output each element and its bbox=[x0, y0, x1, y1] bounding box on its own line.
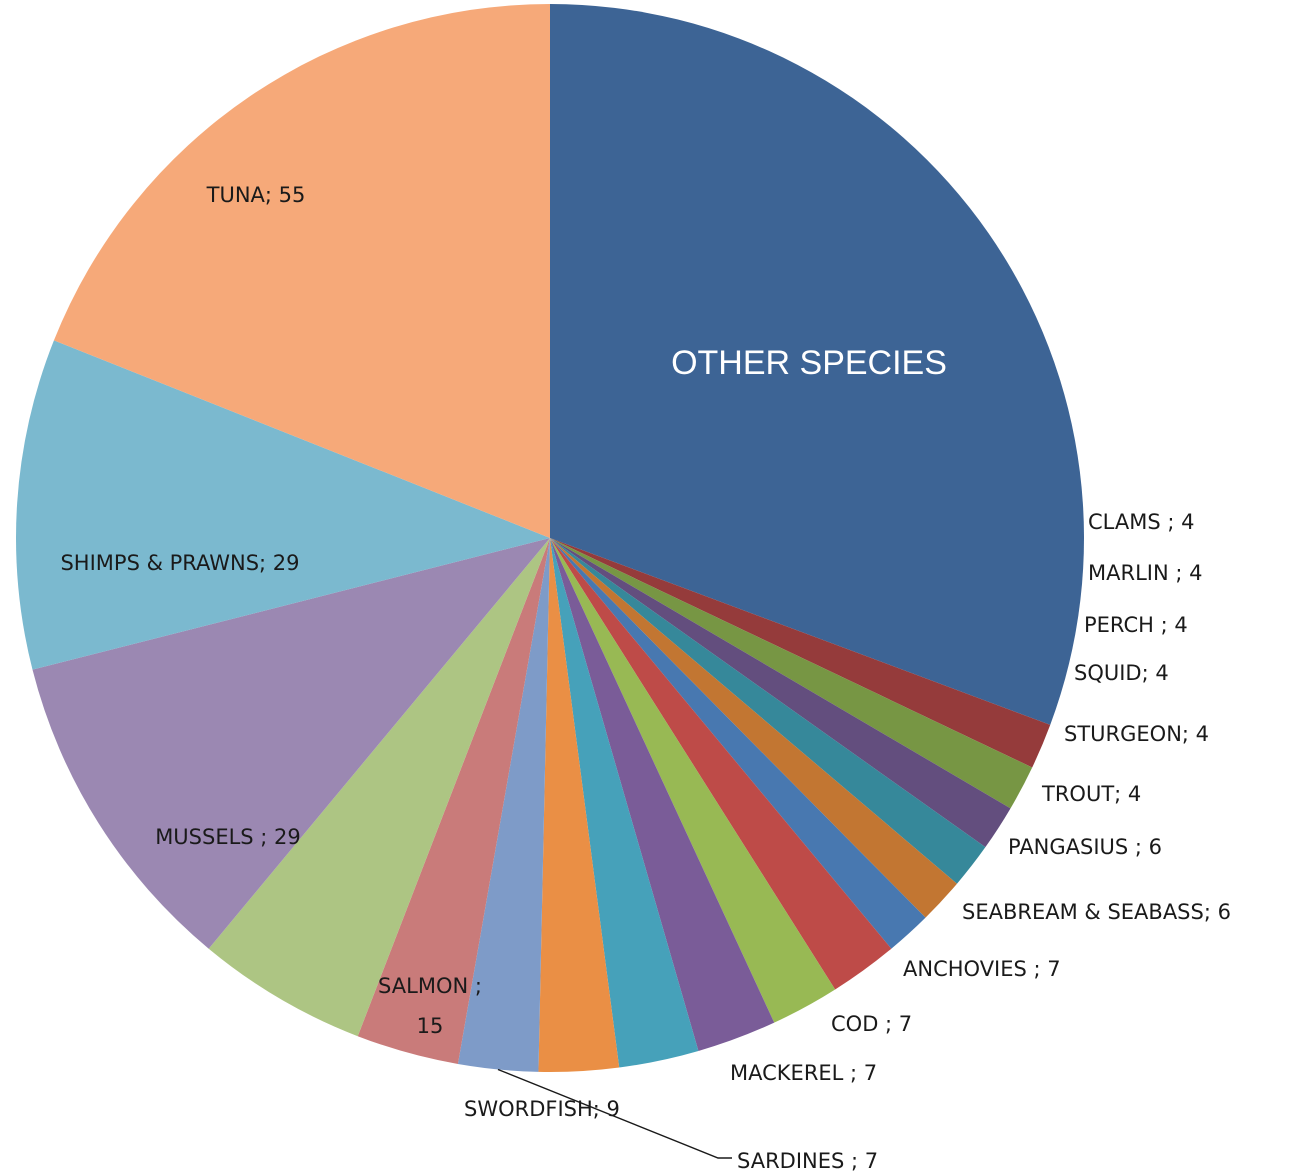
slice-perch bbox=[550, 538, 1011, 848]
label-tuna: TUNA; 55 bbox=[206, 183, 306, 207]
slice-sardines bbox=[457, 538, 550, 1072]
label-marlin: MARLIN ; 4 bbox=[1088, 561, 1202, 585]
slice-cod bbox=[550, 538, 699, 1068]
label-mackerel: MACKEREL ; 7 bbox=[730, 1061, 877, 1085]
slice-pangasius bbox=[550, 538, 892, 990]
other-species-label: OTHER SPECIES bbox=[671, 343, 947, 382]
leader-line-sardines bbox=[497, 1068, 732, 1159]
label-mussels: MUSSELS ; 29 bbox=[155, 825, 301, 849]
slice-seabream-seabass bbox=[550, 538, 836, 1023]
slice-other-species bbox=[550, 4, 1085, 725]
label-shimps-prawns: SHIMPS & PRAWNS; 29 bbox=[60, 551, 299, 575]
slice-marlin bbox=[550, 538, 1033, 809]
slice-squid bbox=[550, 538, 986, 884]
slice-tuna bbox=[53, 4, 551, 538]
label-seabream-seabass: SEABREAM & SEABASS; 6 bbox=[962, 900, 1231, 924]
label-salmon: SALMON ; bbox=[378, 974, 482, 998]
slice-salmon bbox=[208, 538, 550, 1037]
label-squid: SQUID; 4 bbox=[1074, 661, 1169, 685]
slice-shimps-prawns bbox=[16, 340, 551, 670]
label-pangasius: PANGASIUS ; 6 bbox=[1008, 835, 1162, 859]
other-species-annotation: OTHER SPECIES bbox=[627, 272, 991, 454]
label-anchovies: ANCHOVIES ; 7 bbox=[903, 957, 1061, 981]
label-cod: COD ; 7 bbox=[831, 1012, 912, 1036]
label-sardines: SARDINES ; 7 bbox=[737, 1149, 878, 1173]
label-clams: CLAMS ; 4 bbox=[1088, 510, 1194, 534]
label-swordfish: SWORDFISH; 9 bbox=[464, 1097, 620, 1121]
label-trout: TROUT; 4 bbox=[1041, 782, 1141, 806]
slice-trout bbox=[550, 538, 926, 949]
slice-swordfish bbox=[357, 538, 550, 1064]
label-sturgeon: STURGEON; 4 bbox=[1064, 722, 1209, 746]
slice-anchovies bbox=[550, 538, 775, 1051]
slice-clams bbox=[550, 538, 1051, 768]
slice-sturgeon bbox=[550, 538, 957, 918]
slice-mussels bbox=[32, 538, 551, 949]
pie-labels: CLAMS ; 4 MARLIN ; 4 PERCH ; 4 SQUID; 4 STUR… bbox=[60, 183, 1230, 1173]
label-perch: PERCH ; 4 bbox=[1084, 613, 1188, 637]
slice-mackerel bbox=[538, 538, 620, 1072]
pie-slices bbox=[16, 4, 1085, 1072]
label-salmon-value: 15 bbox=[417, 1014, 444, 1038]
